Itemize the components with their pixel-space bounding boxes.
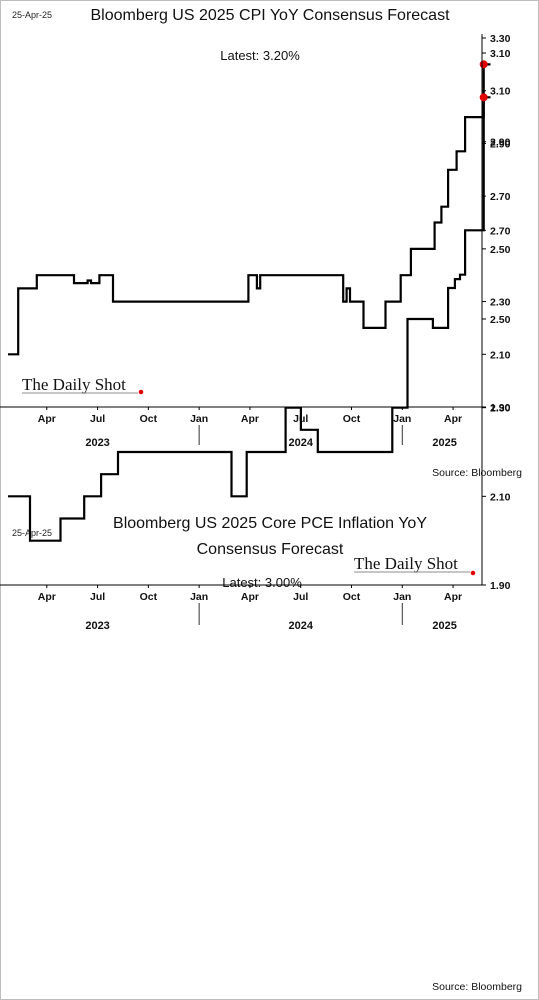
year-label: 2025 — [432, 620, 456, 632]
x-tick-label: Apr — [241, 591, 259, 603]
chart-core-pce: 25-Apr-25 Bloomberg US 2025 Core PCE Infl… — [0, 48, 522, 993]
series-line — [8, 63, 491, 356]
x-tick-label: Oct — [140, 591, 158, 603]
latest-label: Latest: 3.00% — [222, 575, 302, 590]
y-tick-label: 3.10 — [490, 86, 511, 98]
year-label: 2024 — [288, 620, 313, 632]
y-tick-label: 2.50 — [490, 244, 511, 256]
chart-title: Consensus Forecast — [197, 541, 344, 558]
y-tick-label: 2.10 — [490, 491, 511, 503]
x-tick-label: Oct — [140, 413, 158, 425]
y-tick-label: 1.90 — [490, 580, 511, 592]
year-label: 2023 — [85, 437, 109, 449]
x-tick-label: Jan — [190, 413, 208, 425]
y-tick-label: 3.10 — [490, 48, 511, 60]
x-tick-label: Apr — [241, 413, 259, 425]
chart-title: Bloomberg US 2025 CPI YoY Consensus Fore… — [90, 7, 450, 24]
x-tick-label: Apr — [38, 413, 56, 425]
y-tick-label: 2.90 — [490, 137, 511, 149]
latest-point-marker — [479, 93, 488, 102]
year-label: 2023 — [85, 620, 109, 632]
latest-label: Latest: 3.20% — [220, 48, 300, 63]
chart-cpi-panel: 25-Apr-25 Bloomberg US 2025 CPI YoY Conse… — [0, 7, 522, 479]
chart-title: Bloomberg US 2025 Core PCE Inflation YoY — [113, 515, 427, 532]
x-tick-label: Apr — [444, 591, 462, 603]
y-tick-label: 2.70 — [490, 191, 511, 203]
brand-logo: The Daily Shot — [354, 554, 458, 573]
date-label: 25-Apr-25 — [12, 528, 52, 538]
chart-cpi: 25-Apr-25 Bloomberg US 2025 CPI YoY Conse… — [0, 7, 522, 479]
brand-dot — [470, 570, 476, 576]
year-label: 2024 — [288, 437, 313, 449]
x-tick-label: Apr — [38, 591, 56, 603]
y-tick-label: 3.30 — [490, 33, 511, 45]
y-tick-label: 2.50 — [490, 314, 511, 326]
x-tick-label: Apr — [444, 413, 462, 425]
source-label: Source: Bloomberg — [432, 981, 522, 993]
brand-logo: The Daily Shot — [22, 375, 126, 394]
y-tick-label: 2.70 — [490, 225, 511, 237]
source-label: Source: Bloomberg — [432, 467, 522, 479]
y-tick-label: 2.10 — [490, 349, 511, 361]
series-line — [8, 96, 491, 542]
x-tick-label: Jul — [90, 591, 105, 603]
x-tick-label: Oct — [343, 591, 361, 603]
latest-point-marker — [479, 60, 488, 69]
date-label: 25-Apr-25 — [12, 10, 52, 20]
y-tick-label: 2.30 — [490, 403, 511, 415]
year-label: 2025 — [432, 437, 456, 449]
x-tick-label: Jan — [393, 591, 411, 603]
x-tick-label: Jul — [90, 413, 105, 425]
x-tick-label: Jan — [393, 413, 411, 425]
x-tick-label: Oct — [343, 413, 361, 425]
y-tick-label: 2.30 — [490, 297, 511, 309]
y-tick-label: 1.90 — [490, 402, 511, 414]
brand-dot — [138, 389, 144, 395]
chart-core-pce-panel: 25-Apr-25 Bloomberg US 2025 Core PCE Infl… — [0, 48, 539, 1000]
y-tick-label: 2.90 — [490, 138, 511, 150]
x-tick-label: Jul — [293, 591, 308, 603]
x-tick-label: Jan — [190, 591, 208, 603]
